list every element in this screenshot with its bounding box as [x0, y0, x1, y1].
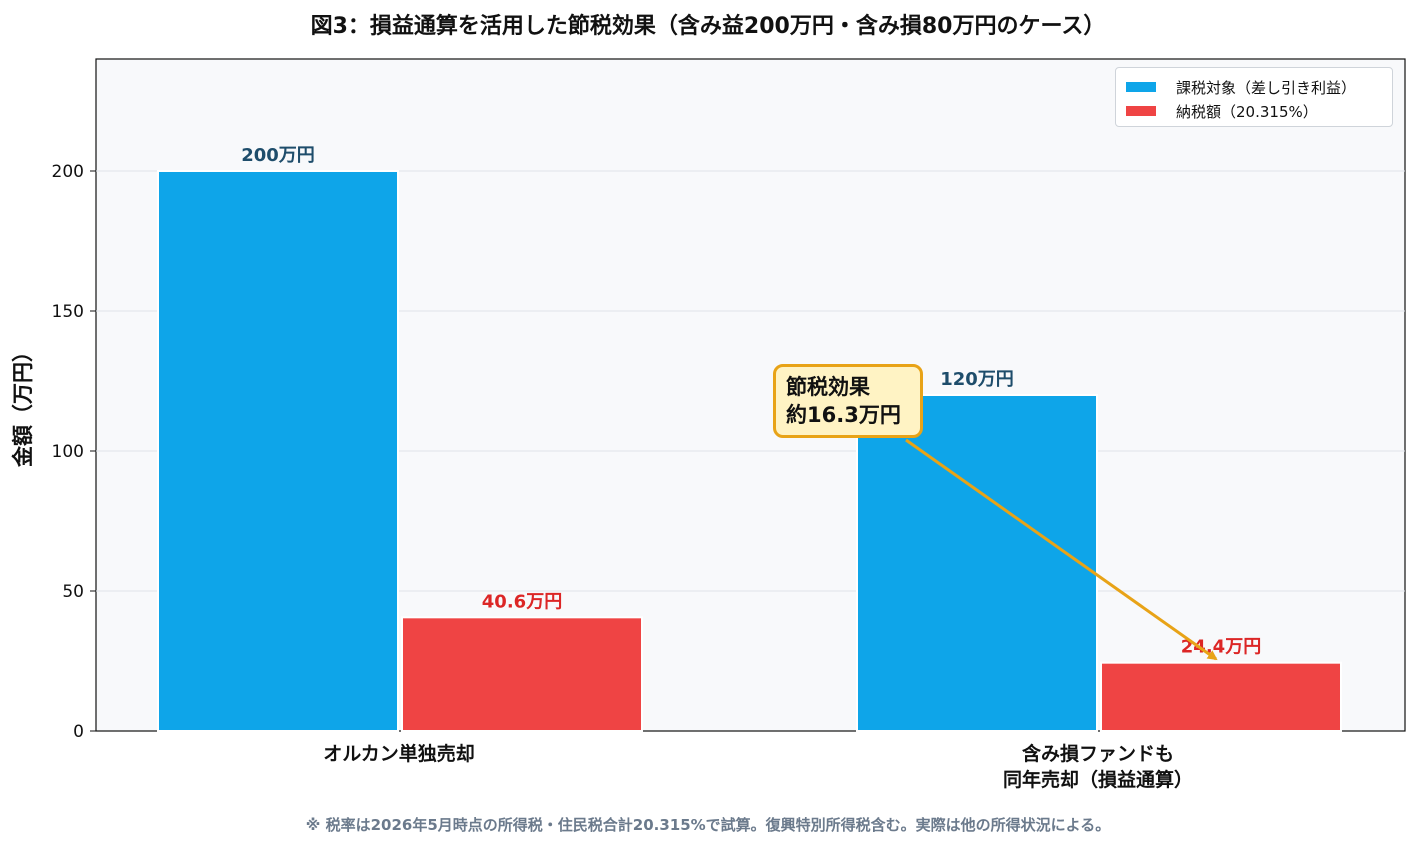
tax-savings-callout: 節税効果 約16.3万円 [773, 364, 923, 438]
callout-line2: 約16.3万円 [786, 403, 901, 427]
x-tick-0-line1: オルカン単独売却 [323, 743, 475, 765]
bar-taxable-0 [157, 170, 399, 732]
y-axis-ticks: 0 50 100 150 200 [52, 162, 96, 742]
y-tick-label: 0 [73, 722, 84, 742]
callout-line1: 節税効果 [786, 375, 870, 399]
bar-value-label-tax-0: 40.6万円 [482, 591, 562, 612]
legend-label-tax: 納税額（20.315%） [1176, 102, 1318, 121]
legend-label-taxable: 課税対象（差し引き利益） [1176, 78, 1357, 97]
x-tick-1-line1: 含み損ファンドも [1021, 743, 1174, 765]
x-tick-label-1: 含み損ファンドも 同年売却（損益通算） [948, 741, 1248, 793]
y-tick-label: 50 [62, 582, 84, 602]
legend-item-taxable: 課税対象（差し引き利益） [1126, 76, 1356, 98]
y-tick-label: 100 [52, 442, 84, 462]
callout-arrow [905, 438, 1218, 661]
bars [157, 170, 1342, 733]
x-tick-1-line2: 同年売却（損益通算） [1002, 769, 1193, 791]
y-tick-label: 150 [52, 302, 84, 322]
bar-tax-0 [401, 616, 643, 733]
legend-swatch-taxable [1126, 82, 1156, 92]
y-axis-label: 金額（万円） [11, 341, 35, 468]
footnote: ※ 税率は2026年5月時点の所得税・住民税合計20.315%で試算。復興特別所… [305, 816, 1111, 834]
bar-value-label-taxable-0: 200万円 [241, 145, 315, 166]
bar-value-label-taxable-1: 120万円 [940, 369, 1014, 390]
y-tick-label: 200 [52, 162, 84, 182]
bar-taxable-1 [856, 394, 1098, 732]
chart-title: 図3：損益通算を活用した節税効果（含み益200万円・含み損80万円のケース） [310, 14, 1106, 39]
legend: 課税対象（差し引き利益） 納税額（20.315%） [1115, 67, 1393, 127]
legend-swatch-tax [1126, 106, 1156, 116]
bar-tax-1 [1100, 661, 1342, 732]
legend-item-tax: 納税額（20.315%） [1126, 100, 1318, 122]
bar-value-label-tax-1: 24.4万円 [1181, 637, 1261, 658]
bar-value-labels: 200万円 120万円 40.6万円 24.4万円 [241, 145, 1261, 658]
x-tick-label-0: オルカン単独売却 [249, 741, 549, 767]
